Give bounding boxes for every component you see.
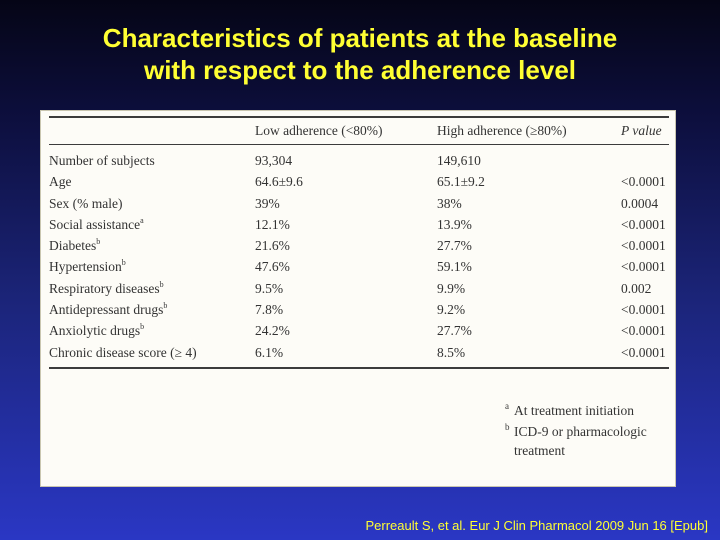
table-body: Number of subjects 93,304 149,610 Age 64.6±9… [49, 150, 669, 363]
footnote-marker: b [140, 322, 145, 332]
cell-p-value: <0.0001 [621, 323, 666, 339]
cell-p-value: <0.0001 [621, 259, 666, 275]
row-label-text: Antidepressant drugs [49, 302, 164, 318]
cell-high-adherence: 13.9% [437, 216, 472, 232]
table-row: Anxiolytic drugsb 24.2% 27.7% <0.0001 [49, 320, 669, 341]
cell-low-adherence: 7.8% [255, 302, 284, 318]
footnote-marker: b [159, 279, 164, 289]
row-label: Respiratory diseasesb [49, 278, 164, 299]
table-row: Number of subjects 93,304 149,610 [49, 150, 669, 171]
cell-high-adherence: 27.7% [437, 238, 472, 254]
cell-high-adherence: 149,610 [437, 153, 481, 168]
cell-high-adherence: 65.1±9.2 [437, 174, 485, 190]
table-row: Antidepressant drugsb 7.8% 9.2% <0.0001 [49, 299, 669, 320]
cell-high-adherence: 9.2% [437, 302, 466, 318]
footnote-a: a At treatment initiation [505, 401, 670, 420]
footnote-b: b ICD-9 or pharmacologic treatment [505, 422, 670, 460]
row-label: Age [49, 171, 72, 192]
header-cell-low-adherence: Low adherence (<80%) [255, 123, 383, 138]
footnote-marker: b [96, 237, 101, 247]
cell-low-adherence: 21.6% [255, 238, 290, 254]
table-row: Social assistancea 12.1% 13.9% <0.0001 [49, 214, 669, 235]
footnote-marker: b [163, 301, 168, 311]
footnote-mark: b [505, 422, 510, 432]
table-bottom-rule [49, 366, 669, 369]
row-label: Sex (% male) [49, 193, 122, 214]
cell-p-value: <0.0001 [621, 174, 666, 190]
cell-low-adherence: 9.5% [255, 280, 284, 296]
footnote-text: At treatment initiation [514, 403, 634, 418]
cell-p-value: <0.0001 [621, 344, 666, 360]
cell-high-adherence: 27.7% [437, 323, 472, 339]
row-label: Antidepressant drugsb [49, 299, 167, 320]
table-header-row: Low adherence (<80%) High adherence (≥80… [49, 118, 669, 144]
table-row: Respiratory diseasesb 9.5% 9.9% 0.002 [49, 278, 669, 299]
cell-p-value: <0.0001 [621, 302, 666, 318]
slide-title-line-1: Characteristics of patients at the basel… [102, 23, 618, 53]
row-label-text: Diabetes [49, 238, 97, 254]
cell-low-adherence: 24.2% [255, 323, 290, 339]
table-row: Sex (% male) 39% 38% 0.0004 [49, 193, 669, 214]
row-label-text: Sex (% male) [49, 195, 123, 211]
slide-title-line-2: with respect to the adherence level [143, 55, 577, 85]
row-label: Anxiolytic drugsb [49, 320, 144, 341]
table-header-rule [49, 144, 669, 145]
cell-p-value: <0.0001 [621, 216, 666, 232]
footnote-marker: b [121, 258, 126, 268]
table-top-rule [49, 116, 669, 118]
row-label: Diabetesb [49, 235, 100, 256]
cell-p-value: 0.0004 [621, 195, 659, 211]
table-row: Age 64.6±9.6 65.1±9.2 <0.0001 [49, 171, 669, 192]
row-label-text: Age [49, 174, 72, 190]
cell-low-adherence: 12.1% [255, 216, 290, 232]
cell-high-adherence: 59.1% [437, 259, 472, 275]
cell-low-adherence: 64.6±9.6 [255, 174, 303, 190]
footnote-marker: a [140, 215, 144, 225]
header-cell-high-adherence: High adherence (≥80%) [437, 123, 567, 138]
cell-low-adherence: 93,304 [255, 153, 293, 168]
table-footnotes: a At treatment initiation b ICD-9 or pha… [505, 401, 670, 462]
row-label-text: Anxiolytic drugs [49, 323, 141, 339]
slide-title: Characteristics of patients at the basel… [0, 22, 720, 86]
baseline-characteristics-table: Low adherence (<80%) High adherence (≥80… [49, 116, 669, 369]
cell-high-adherence: 38% [437, 195, 462, 211]
row-label-text: Number of subjects [49, 153, 155, 168]
table-panel: Low adherence (<80%) High adherence (≥80… [40, 110, 676, 487]
table-row: Hypertensionb 47.6% 59.1% <0.0001 [49, 256, 669, 277]
cell-high-adherence: 8.5% [437, 344, 466, 360]
cell-p-value: 0.002 [621, 280, 652, 296]
row-label-text: Social assistance [49, 216, 141, 232]
footnote-text: ICD-9 or pharmacologic treatment [514, 424, 647, 458]
row-label-text: Respiratory diseases [49, 280, 160, 296]
cell-p-value: <0.0001 [621, 238, 666, 254]
citation: Perreault S, et al. Eur J Clin Pharmacol… [365, 518, 708, 533]
cell-high-adherence: 9.9% [437, 280, 466, 296]
cell-low-adherence: 47.6% [255, 259, 290, 275]
row-label: Social assistancea [49, 214, 144, 235]
row-label: Number of subjects [49, 150, 155, 171]
row-label-text: Chronic disease score (≥ 4) [49, 344, 197, 360]
table-row: Diabetesb 21.6% 27.7% <0.0001 [49, 235, 669, 256]
table-row: Chronic disease score (≥ 4) 6.1% 8.5% <0.00… [49, 342, 669, 363]
cell-low-adherence: 6.1% [255, 344, 284, 360]
row-label-text: Hypertension [49, 259, 122, 275]
header-cell-p-value: P value [621, 123, 662, 138]
footnote-mark: a [505, 401, 509, 411]
row-label: Chronic disease score (≥ 4) [49, 342, 197, 363]
row-label: Hypertensionb [49, 256, 126, 277]
cell-low-adherence: 39% [255, 195, 280, 211]
